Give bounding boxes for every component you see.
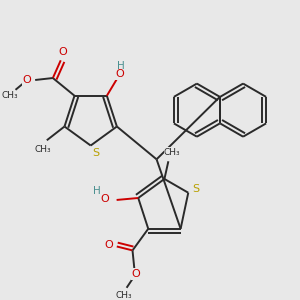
Text: H: H [117,61,124,71]
Text: S: S [92,148,99,158]
Text: O: O [131,269,140,279]
Text: CH₃: CH₃ [116,291,132,300]
Text: O: O [104,241,113,250]
Text: O: O [100,194,109,204]
Text: CH₃: CH₃ [164,148,181,157]
Text: CH₃: CH₃ [1,91,18,100]
Text: O: O [22,75,31,85]
Text: S: S [193,184,200,194]
Text: O: O [58,47,67,58]
Text: H: H [93,186,101,196]
Text: CH₃: CH₃ [34,145,51,154]
Text: O: O [115,69,124,79]
